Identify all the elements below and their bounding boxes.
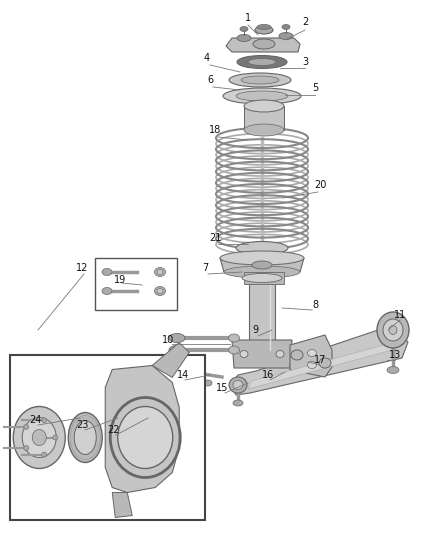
Ellipse shape: [24, 446, 29, 450]
Ellipse shape: [307, 361, 317, 368]
Ellipse shape: [236, 241, 288, 254]
Ellipse shape: [236, 91, 288, 101]
Ellipse shape: [169, 345, 185, 354]
Ellipse shape: [383, 319, 403, 341]
Ellipse shape: [307, 350, 317, 357]
Ellipse shape: [282, 25, 290, 29]
Ellipse shape: [53, 435, 58, 440]
Text: 5: 5: [312, 83, 318, 93]
Ellipse shape: [233, 400, 243, 406]
Bar: [95, 258, 177, 310]
Text: 3: 3: [302, 57, 308, 67]
Ellipse shape: [229, 346, 240, 354]
Ellipse shape: [157, 270, 163, 274]
Ellipse shape: [248, 59, 276, 66]
Polygon shape: [226, 38, 300, 52]
Polygon shape: [152, 343, 189, 377]
Ellipse shape: [387, 367, 399, 374]
Polygon shape: [112, 492, 132, 518]
Ellipse shape: [377, 312, 409, 348]
Text: 21: 21: [209, 233, 221, 243]
Ellipse shape: [229, 334, 240, 342]
Polygon shape: [230, 326, 408, 395]
Text: 15: 15: [216, 383, 228, 393]
Ellipse shape: [204, 380, 212, 386]
Text: 14: 14: [177, 370, 189, 380]
Text: 22: 22: [107, 425, 119, 435]
Ellipse shape: [24, 424, 29, 430]
Ellipse shape: [229, 73, 291, 87]
Polygon shape: [248, 342, 395, 389]
Polygon shape: [249, 272, 275, 360]
Ellipse shape: [118, 407, 173, 469]
Ellipse shape: [155, 268, 166, 277]
Text: 6: 6: [207, 75, 213, 85]
Ellipse shape: [155, 287, 166, 295]
Polygon shape: [244, 272, 284, 284]
Ellipse shape: [220, 251, 304, 265]
Bar: [10, 355, 205, 520]
Ellipse shape: [157, 288, 163, 294]
Text: 7: 7: [202, 263, 208, 273]
Ellipse shape: [242, 273, 282, 282]
Text: 12: 12: [76, 263, 88, 273]
Polygon shape: [220, 258, 304, 272]
Ellipse shape: [169, 334, 185, 343]
Polygon shape: [244, 106, 284, 130]
Text: 1: 1: [245, 13, 251, 23]
Text: 19: 19: [114, 275, 126, 285]
Ellipse shape: [257, 25, 271, 29]
Ellipse shape: [237, 35, 251, 42]
Ellipse shape: [32, 430, 46, 446]
Ellipse shape: [68, 413, 102, 463]
Ellipse shape: [22, 417, 56, 457]
Text: 4: 4: [204, 53, 210, 63]
Ellipse shape: [13, 407, 65, 469]
Text: 10: 10: [162, 335, 174, 345]
Ellipse shape: [74, 421, 96, 455]
Polygon shape: [290, 335, 332, 377]
Ellipse shape: [244, 124, 284, 136]
Ellipse shape: [229, 377, 247, 393]
Ellipse shape: [42, 418, 47, 423]
Ellipse shape: [319, 358, 331, 368]
Ellipse shape: [240, 351, 248, 358]
Text: 24: 24: [29, 415, 41, 425]
Ellipse shape: [224, 266, 300, 278]
Ellipse shape: [42, 452, 47, 457]
Ellipse shape: [255, 26, 273, 34]
Ellipse shape: [237, 55, 287, 69]
Text: 23: 23: [76, 420, 88, 430]
Text: 20: 20: [314, 180, 326, 190]
Ellipse shape: [291, 350, 303, 360]
Ellipse shape: [233, 381, 243, 390]
Ellipse shape: [191, 369, 203, 377]
Text: 2: 2: [302, 17, 308, 27]
Ellipse shape: [102, 269, 112, 276]
Text: 13: 13: [389, 350, 401, 360]
Ellipse shape: [252, 261, 272, 269]
Text: 11: 11: [394, 310, 406, 320]
Ellipse shape: [276, 351, 284, 358]
Ellipse shape: [244, 100, 284, 112]
Ellipse shape: [223, 88, 301, 104]
Polygon shape: [232, 340, 292, 368]
Ellipse shape: [240, 27, 248, 31]
Text: 9: 9: [252, 325, 258, 335]
Text: 17: 17: [314, 355, 326, 365]
Ellipse shape: [279, 33, 293, 39]
Ellipse shape: [102, 287, 112, 295]
Ellipse shape: [389, 326, 397, 335]
Ellipse shape: [241, 76, 279, 84]
Polygon shape: [105, 366, 179, 492]
Text: 18: 18: [209, 125, 221, 135]
Text: 8: 8: [312, 300, 318, 310]
Text: 16: 16: [262, 370, 274, 380]
Ellipse shape: [253, 39, 275, 49]
